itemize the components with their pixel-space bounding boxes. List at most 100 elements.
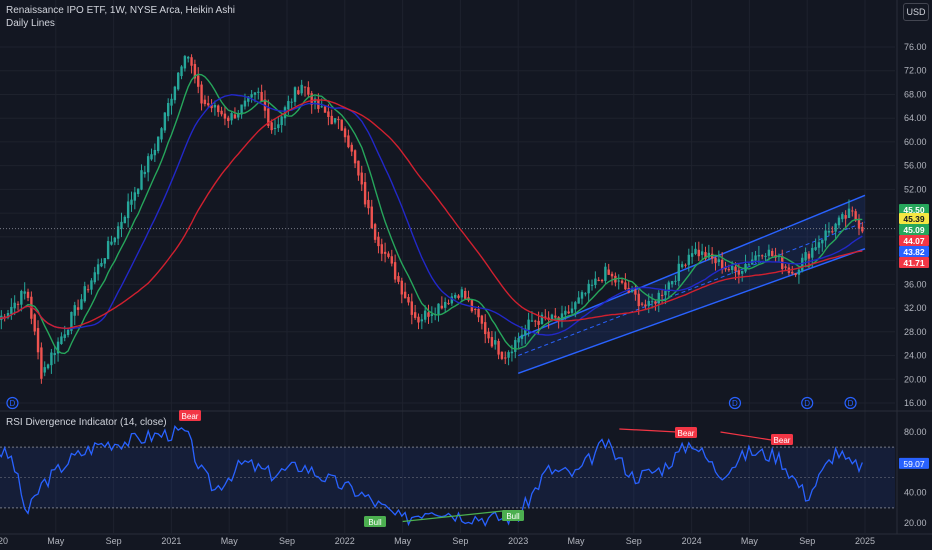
time-tick-label: 2020: [0, 536, 8, 546]
candle-body: [203, 99, 207, 105]
candle-body: [597, 279, 600, 281]
candle-body: [90, 280, 93, 290]
candle-body: [280, 116, 283, 126]
candle-body: [96, 264, 100, 275]
divergence-label-text: Bear: [182, 412, 199, 421]
candle-body: [367, 199, 370, 209]
candle-body: [824, 230, 827, 241]
regression-channel-fill: [518, 195, 865, 374]
candle-body: [213, 104, 217, 108]
candle-body: [821, 239, 824, 244]
candle-body: [407, 297, 410, 303]
time-tick-label: 2021: [161, 536, 181, 546]
candle-body: [150, 154, 153, 160]
candle-body: [410, 301, 414, 315]
currency-button[interactable]: USD: [903, 3, 929, 21]
price-axis-label-text: 43.82: [903, 247, 925, 257]
candle-body: [353, 150, 357, 164]
candle-body: [133, 192, 137, 201]
candle-body: [841, 214, 844, 220]
dividend-marker-circle: [6, 396, 19, 410]
candle-body: [490, 337, 494, 347]
candle-body: [807, 253, 811, 259]
candle-body: [130, 199, 133, 205]
price-axis-label-text: 45.09: [903, 225, 925, 235]
candle-body: [757, 255, 761, 257]
candle-body: [714, 257, 717, 264]
candle-body: [443, 301, 447, 308]
candle-body: [417, 316, 420, 323]
candle-body: [484, 322, 487, 335]
candle-body: [33, 314, 36, 332]
time-tick-label: May: [741, 536, 759, 546]
time-tick-label: 2024: [682, 536, 702, 546]
candle-body: [220, 110, 223, 115]
candle-body: [847, 208, 851, 218]
candle-body: [413, 312, 417, 318]
candle-body: [637, 293, 640, 307]
candle-body: [270, 122, 273, 131]
candle-body: [537, 320, 540, 325]
time-tick-label: May: [567, 536, 585, 546]
candle-body: [514, 340, 517, 352]
chart-title: Renaissance IPO ETF, 1W, NYSE Arca, Heik…: [6, 5, 235, 16]
price-tick-label: 20.00: [904, 374, 927, 384]
time-tick-label: Sep: [799, 536, 815, 546]
candle-body: [420, 319, 424, 322]
candle-body: [357, 160, 360, 176]
candle-body: [534, 320, 537, 322]
candle-body: [510, 351, 514, 354]
divergence-label-box: [771, 434, 793, 445]
candle-body: [100, 263, 103, 267]
candle-body: [363, 182, 367, 205]
time-tick-label: May: [221, 536, 239, 546]
candle-body: [567, 311, 570, 314]
divergence-label-text: Bull: [368, 518, 382, 527]
candle-body: [697, 249, 701, 257]
candle-body: [564, 310, 567, 315]
candle-body: [857, 218, 861, 229]
price-axis-label-box: [899, 246, 929, 257]
candle-body: [253, 92, 257, 95]
candle-body: [347, 135, 350, 148]
rsi-last-value-text: 59.07: [903, 459, 925, 469]
candle-body: [660, 294, 664, 296]
candle-body: [754, 255, 757, 261]
candle-body: [707, 252, 711, 258]
price-axis-label-box: [899, 235, 929, 246]
candle-body: [53, 353, 56, 356]
candle-body: [507, 352, 510, 358]
dividend-marker: D: [844, 396, 857, 410]
candle-body: [817, 242, 821, 248]
candle-body: [680, 264, 684, 268]
candle-body: [791, 271, 794, 274]
divergence-label: Bull: [502, 510, 524, 521]
candle-body: [160, 128, 163, 140]
candle-body: [350, 144, 353, 152]
price-tick-label: 52.00: [904, 184, 927, 194]
candle-body: [587, 283, 590, 294]
candle-body: [13, 302, 16, 309]
candle-body: [777, 255, 781, 258]
divergence-label-box: [502, 510, 524, 521]
candle-body: [110, 241, 113, 245]
candle-body: [86, 289, 90, 291]
price-axis-label-box: [899, 224, 929, 235]
candle-body: [674, 280, 677, 282]
rsi-tick-label: 80.00: [904, 427, 927, 437]
candle-body: [217, 105, 220, 113]
candle-body: [610, 273, 614, 277]
moving-average-line: [0, 73, 863, 355]
price-axis-label-text: 41.71: [903, 258, 925, 268]
candle-body: [327, 111, 330, 117]
dividend-marker-label: D: [804, 399, 810, 408]
candle-body: [63, 334, 66, 338]
candle-body: [811, 247, 814, 258]
dividend-marker: D: [728, 396, 742, 410]
price-tick-label: 24.00: [904, 351, 927, 361]
candle-body: [273, 127, 277, 129]
candle-body: [620, 280, 624, 283]
candle-body: [207, 103, 210, 106]
candle-body: [200, 84, 203, 104]
